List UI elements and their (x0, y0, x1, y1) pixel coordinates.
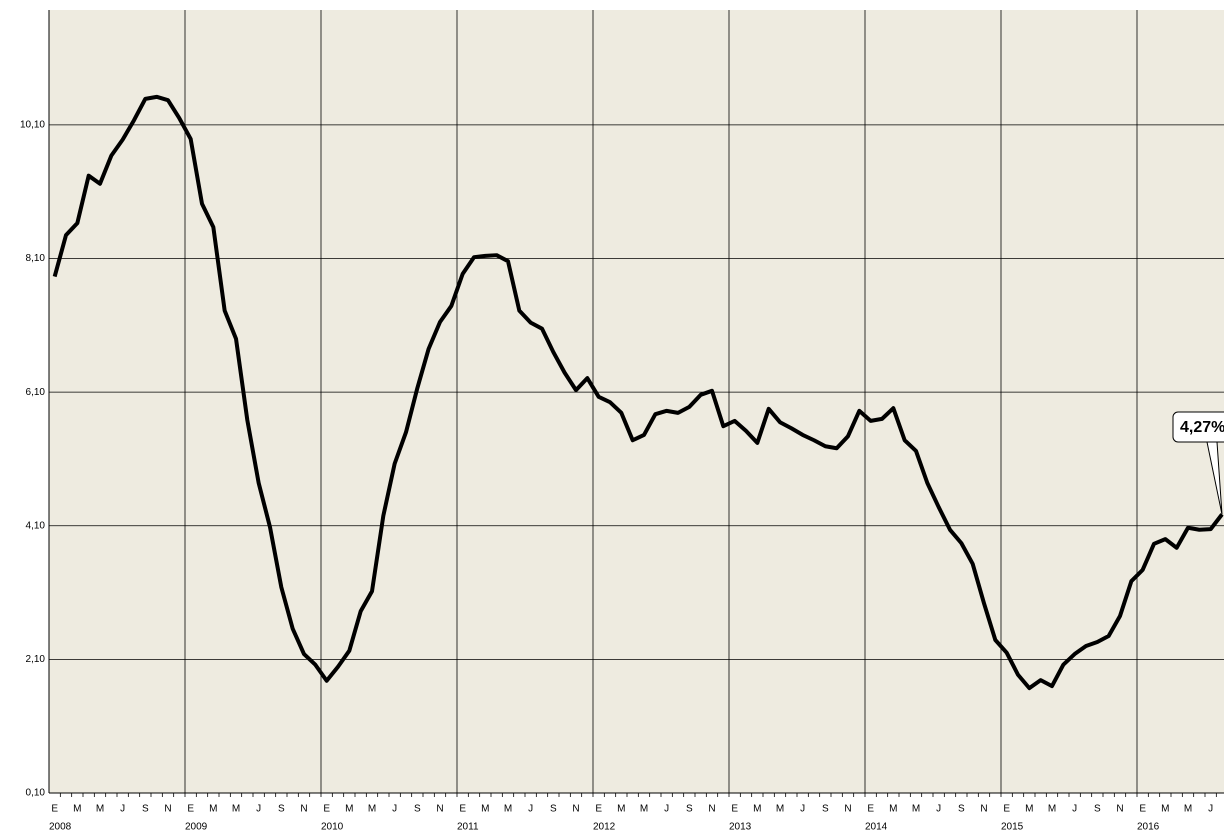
annotation: 4,27% (1180, 419, 1224, 436)
year-label: 2008 (49, 822, 72, 833)
y-tick-label: 2,10 (26, 654, 46, 665)
x-tick-label: E (187, 804, 194, 815)
x-tick-label: S (686, 804, 693, 815)
x-tick-label: N (572, 804, 579, 815)
year-label: 2010 (321, 822, 344, 833)
year-label: 2009 (185, 822, 208, 833)
y-tick-label: 10,10 (20, 120, 45, 131)
x-tick-label: S (822, 804, 829, 815)
x-tick-label: S (550, 804, 557, 815)
x-tick-label: N (300, 804, 307, 815)
x-tick-label: J (120, 804, 125, 815)
y-tick-label: 4,10 (26, 520, 46, 531)
year-label: 2015 (1001, 822, 1024, 833)
x-tick-label: M (912, 804, 920, 815)
y-tick-label: 0,10 (26, 788, 46, 799)
x-tick-label: E (51, 804, 58, 815)
year-label: 2011 (457, 822, 479, 833)
x-tick-label: N (980, 804, 987, 815)
x-tick-label: M (1048, 804, 1056, 815)
x-tick-label: J (256, 804, 261, 815)
x-tick-label: M (1184, 804, 1192, 815)
x-tick-label: S (414, 804, 421, 815)
x-tick-label: N (844, 804, 851, 815)
x-tick-label: J (392, 804, 397, 815)
y-tick-label: 6,10 (26, 387, 46, 398)
line-series (52, 94, 1224, 691)
x-tick-label: E (731, 804, 738, 815)
x-tick-label: S (278, 804, 285, 815)
year-label: 2016 (1137, 822, 1160, 833)
x-tick-label: M (617, 804, 625, 815)
x-tick-label: E (459, 804, 466, 815)
year-label: 2012 (593, 822, 616, 833)
year-label: 2013 (729, 822, 752, 833)
y-tick-label: 8,10 (26, 253, 46, 264)
x-tick-label: J (1208, 804, 1213, 815)
x-tick-label: M (73, 804, 81, 815)
plot-area (49, 10, 1224, 793)
year-label: 2014 (865, 822, 888, 833)
x-tick-label: N (164, 804, 171, 815)
x-tick-label: M (1025, 804, 1033, 815)
x-tick-label: J (1072, 804, 1077, 815)
x-tick-label: M (776, 804, 784, 815)
x-tick-label: M (753, 804, 761, 815)
x-tick-label: E (595, 804, 602, 815)
x-tick-label: M (1161, 804, 1169, 815)
x-tick-label: E (1003, 804, 1010, 815)
x-tick-label: J (936, 804, 941, 815)
x-tick-label: M (232, 804, 240, 815)
x-tick-label: J (528, 804, 533, 815)
x-tick-label: S (1094, 804, 1101, 815)
x-tick-label: M (209, 804, 217, 815)
x-tick-label: M (96, 804, 104, 815)
x-tick-label: N (708, 804, 715, 815)
x-tick-label: J (800, 804, 805, 815)
x-tick-label: M (889, 804, 897, 815)
x-tick-label: S (958, 804, 965, 815)
x-tick-label: E (323, 804, 330, 815)
x-tick-label: J (664, 804, 669, 815)
callout-box (1172, 411, 1224, 443)
x-tick-label: E (1139, 804, 1146, 815)
x-tick-label: E (867, 804, 874, 815)
x-tick-label: M (504, 804, 512, 815)
x-tick-label: N (436, 804, 443, 815)
x-tick-label: M (345, 804, 353, 815)
x-tick-label: M (481, 804, 489, 815)
x-tick-label: S (142, 804, 149, 815)
x-tick-label: M (368, 804, 376, 815)
x-tick-label: M (640, 804, 648, 815)
x-tick-label: N (1116, 804, 1123, 815)
callout-pointer (1206, 441, 1223, 515)
